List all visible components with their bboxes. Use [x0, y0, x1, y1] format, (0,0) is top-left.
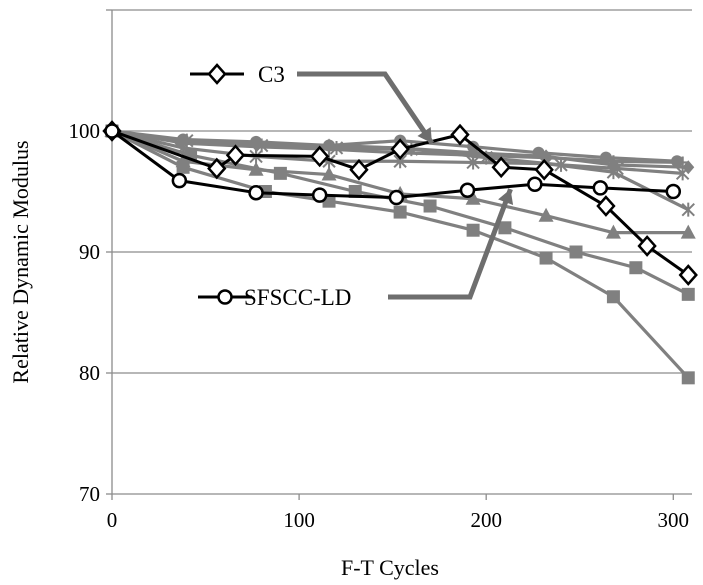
marker-diamond-open: [534, 158, 554, 181]
x-tick-label: 0: [107, 508, 118, 532]
marker-diamond-open: [678, 264, 698, 286]
y-tick-label: 70: [79, 482, 100, 506]
annotation-arrowhead: [498, 189, 514, 205]
annotation-arrow: [388, 188, 513, 300]
y-axis-label: Relative Dynamic Modulus: [8, 140, 33, 383]
marker-diamond-open: [450, 123, 470, 146]
y-tick-label: 80: [79, 361, 100, 385]
x-tick-label: 200: [470, 508, 502, 532]
annotation-arrow: [297, 71, 435, 145]
marker-asterisk: [554, 157, 568, 172]
marker-diamond-open: [207, 157, 227, 180]
marker-triangle: [465, 190, 481, 205]
marker-circle-open: [665, 183, 682, 200]
marker-square: [681, 371, 695, 385]
marker-square: [498, 221, 512, 235]
axes: [106, 9, 692, 500]
marker-square: [466, 223, 480, 237]
marker-triangle: [175, 153, 191, 168]
marker-square: [569, 245, 583, 259]
marker-triangle: [248, 161, 264, 176]
marker-diamond-open: [310, 145, 330, 168]
marker-circle-open: [248, 184, 264, 201]
tick-labels: 70 80 90 100 0 100 200 300: [69, 119, 690, 532]
marker-circle-open: [459, 182, 476, 199]
x-tick-label: 300: [658, 508, 690, 532]
marker-diamond-open: [390, 138, 410, 161]
marker-circle-open: [217, 289, 233, 305]
marker-square: [273, 166, 287, 180]
y-tick-label: 100: [69, 119, 101, 143]
marker-circle-open: [527, 176, 543, 192]
marker-triangle: [538, 207, 554, 222]
marker-square: [423, 199, 437, 213]
series-layer: [102, 120, 698, 385]
marker-diamond: [607, 157, 620, 172]
series-1: [104, 123, 682, 206]
marker-diamond: [250, 137, 263, 152]
marker-square: [539, 251, 553, 265]
annotations: C3 SFSCC-LD: [190, 62, 514, 310]
marker-triangle: [321, 166, 337, 181]
grid-lines: [112, 9, 692, 374]
marker-diamond-open: [637, 235, 657, 257]
annotation-label: SFSCC-LD: [244, 285, 351, 310]
marker-diamond: [323, 138, 336, 153]
marker-square: [681, 287, 695, 301]
marker-circle-open: [592, 180, 609, 196]
annotation-arrowhead: [417, 127, 432, 144]
annotation-0: C3: [190, 62, 435, 145]
marker-circle-open: [388, 189, 405, 206]
marker-circle-open: [171, 172, 188, 189]
y-tick-label: 90: [79, 240, 100, 264]
marker-diamond: [173, 134, 186, 149]
marker-circle-open: [311, 187, 328, 203]
annotation-1: SFSCC-LD: [198, 188, 514, 310]
marker-diamond-open: [225, 144, 246, 167]
marker-triangle: [605, 224, 621, 239]
marker-circle-open: [104, 123, 120, 139]
marker-diamond-open: [491, 156, 511, 179]
marker-triangle: [680, 224, 696, 239]
marker-diamond-open: [349, 158, 369, 181]
marker-diamond-open: [207, 63, 227, 85]
marker-square: [606, 290, 620, 304]
marker-diamond-open: [596, 195, 616, 217]
marker-diamond: [540, 149, 553, 164]
x-tick-label: 100: [283, 508, 315, 532]
marker-diamond: [682, 160, 695, 175]
marker-square: [393, 205, 407, 219]
annotation-label: C3: [258, 62, 285, 87]
marker-asterisk: [681, 202, 695, 217]
marker-square: [629, 261, 643, 275]
x-axis-label: F-T Cycles: [341, 555, 439, 580]
